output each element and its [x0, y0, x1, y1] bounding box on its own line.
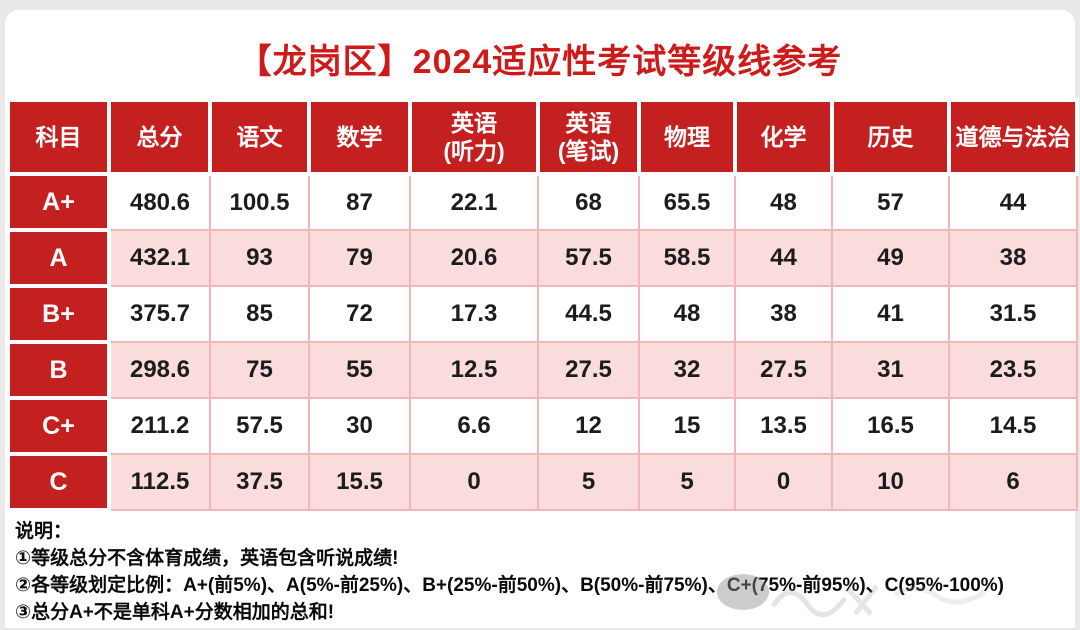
score-cell: 31.5	[948, 285, 1078, 343]
column-header-label: (笔试)	[557, 138, 620, 164]
column-header: 物理	[637, 98, 737, 176]
score-cell: 30	[308, 397, 411, 455]
column-header: 历史	[830, 98, 951, 176]
table-row: A 432.1 93 79 20.6 57.5 58.5 44 49 38	[6, 228, 1078, 288]
column-header: 英语 (听力)	[408, 98, 540, 176]
note-item-1: ①等级总分不含体育成绩，英语包含听说成绩!	[15, 548, 399, 569]
score-cell: 15	[638, 397, 736, 455]
column-header: 化学	[733, 98, 834, 176]
score-cell: 6	[948, 453, 1078, 511]
score-cell: 5	[638, 453, 736, 511]
score-cell: 22.1	[409, 173, 539, 231]
score-cell: 41	[831, 285, 950, 343]
score-cell: 57.5	[209, 397, 310, 455]
score-cell: 16.5	[831, 397, 950, 455]
score-cell: 37.5	[209, 453, 310, 511]
table-header: 科目 总分 语文 数学 英语 (听力) 英语 (笔试) 物理 化学 历史 道德与法治	[6, 98, 1079, 176]
score-cell: 44	[948, 173, 1078, 231]
notes-section: 说明： ①等级总分不含体育成绩，英语包含听说成绩! ②各等级划定比例：A+(前5%…	[15, 518, 1071, 626]
grade-label: C	[6, 452, 111, 512]
table-row: B+ 375.7 85 72 17.3 44.5 48 38 41 31.5	[6, 284, 1078, 344]
score-cell: 93	[209, 229, 310, 287]
column-header: 道德与法治	[947, 98, 1079, 176]
column-header-label: 英语	[565, 109, 612, 136]
grade-line-table: 科目 总分 语文 数学 英语 (听力) 英语 (笔试) 物理 化学 历史 道德与法治 A+ 480.6 1…	[6, 98, 1079, 512]
score-cell: 44.5	[537, 285, 640, 343]
grade-label: A	[6, 228, 111, 288]
column-header-label: 英语	[451, 109, 497, 136]
grade-label: B	[6, 340, 111, 400]
column-header: 英语 (笔试)	[536, 98, 641, 176]
column-header-label: 语文	[236, 123, 283, 150]
score-cell: 68	[537, 173, 640, 231]
content-card: 【龙岗区】2024适应性考试等级线参考 科目 总分 语文 数学 英语 (听力) 英语 (笔试)…	[5, 10, 1079, 628]
score-cell: 12	[537, 397, 640, 455]
score-cell: 57.5	[537, 229, 640, 287]
score-cell: 100.5	[209, 173, 310, 231]
score-cell: 65.5	[638, 173, 736, 231]
score-cell: 14.5	[948, 397, 1078, 455]
score-cell: 10	[831, 453, 950, 511]
score-cell: 15.5	[308, 453, 411, 511]
score-cell: 48	[734, 173, 833, 231]
score-cell: 20.6	[409, 229, 539, 287]
score-cell: 44	[734, 229, 833, 287]
score-cell: 38	[734, 285, 833, 343]
score-cell: 17.3	[409, 285, 539, 343]
grade-label: C+	[6, 396, 111, 456]
page-title: 【龙岗区】2024适应性考试等级线参考	[237, 43, 843, 81]
score-cell: 38	[948, 229, 1078, 287]
column-header: 总分	[107, 98, 212, 176]
table-row: A+ 480.6 100.5 87 22.1 68 65.5 48 57 44	[6, 172, 1078, 232]
score-cell: 55	[308, 341, 411, 399]
score-cell: 31	[831, 341, 950, 399]
score-cell: 112.5	[108, 453, 211, 511]
score-cell: 58.5	[638, 229, 736, 287]
score-cell: 6.6	[409, 397, 539, 455]
score-cell: 87	[308, 173, 411, 231]
score-cell: 72	[308, 285, 411, 343]
score-cell: 5	[537, 453, 640, 511]
note-item-2: ②各等级划定比例：A+(前5%)、A(5%-前25%)、B+(25%-前50%)…	[15, 575, 1005, 596]
column-header-label: 道德与法治	[955, 123, 1071, 150]
score-cell: 432.1	[108, 229, 211, 287]
grade-label: A+	[6, 172, 111, 232]
notes-heading: 说明：	[15, 521, 73, 542]
header-row: 科目 总分 语文 数学 英语 (听力) 英语 (笔试) 物理 化学 历史 道德与法治	[6, 98, 1079, 176]
column-header-label: 科目	[35, 123, 82, 150]
table-body: A+ 480.6 100.5 87 22.1 68 65.5 48 57 44 A 432.1 93 79…	[6, 172, 1078, 512]
score-cell: 48	[638, 285, 736, 343]
score-cell: 211.2	[108, 397, 211, 455]
score-cell: 0	[734, 453, 833, 511]
score-cell: 75	[209, 341, 310, 399]
score-cell: 13.5	[734, 397, 833, 455]
column-header-label: 历史	[867, 123, 914, 150]
note-item-3: ③总分A+不是单科A+分数相加的总和!	[15, 602, 335, 623]
column-header: 数学	[307, 98, 412, 176]
score-cell: 12.5	[409, 341, 539, 399]
score-cell: 79	[308, 229, 411, 287]
table-row: C 112.5 37.5 15.5 0 5 5 0 10 6	[6, 452, 1078, 512]
column-header-label: 物理	[664, 123, 710, 150]
grade-label: B+	[6, 284, 111, 344]
column-header-label: 化学	[760, 123, 807, 150]
score-cell: 480.6	[108, 173, 211, 231]
score-cell: 57	[831, 173, 950, 231]
score-cell: 27.5	[734, 341, 833, 399]
column-header-label: 数学	[336, 123, 383, 150]
score-cell: 0	[409, 453, 539, 511]
subject-corner-header: 科目	[6, 98, 111, 176]
score-cell: 375.7	[108, 285, 211, 343]
column-header-label: (听力)	[443, 138, 505, 164]
score-cell: 49	[831, 229, 950, 287]
score-cell: 23.5	[948, 341, 1078, 399]
table-row: B 298.6 75 55 12.5 27.5 32 27.5 31 23.5	[6, 340, 1078, 400]
score-cell: 27.5	[537, 341, 640, 399]
score-cell: 298.6	[108, 341, 211, 399]
table-row: C+ 211.2 57.5 30 6.6 12 15 13.5 16.5 14.5	[6, 396, 1078, 456]
score-cell: 85	[209, 285, 310, 343]
score-cell: 32	[638, 341, 736, 399]
column-header-label: 总分	[136, 123, 183, 150]
column-header: 语文	[208, 98, 311, 176]
